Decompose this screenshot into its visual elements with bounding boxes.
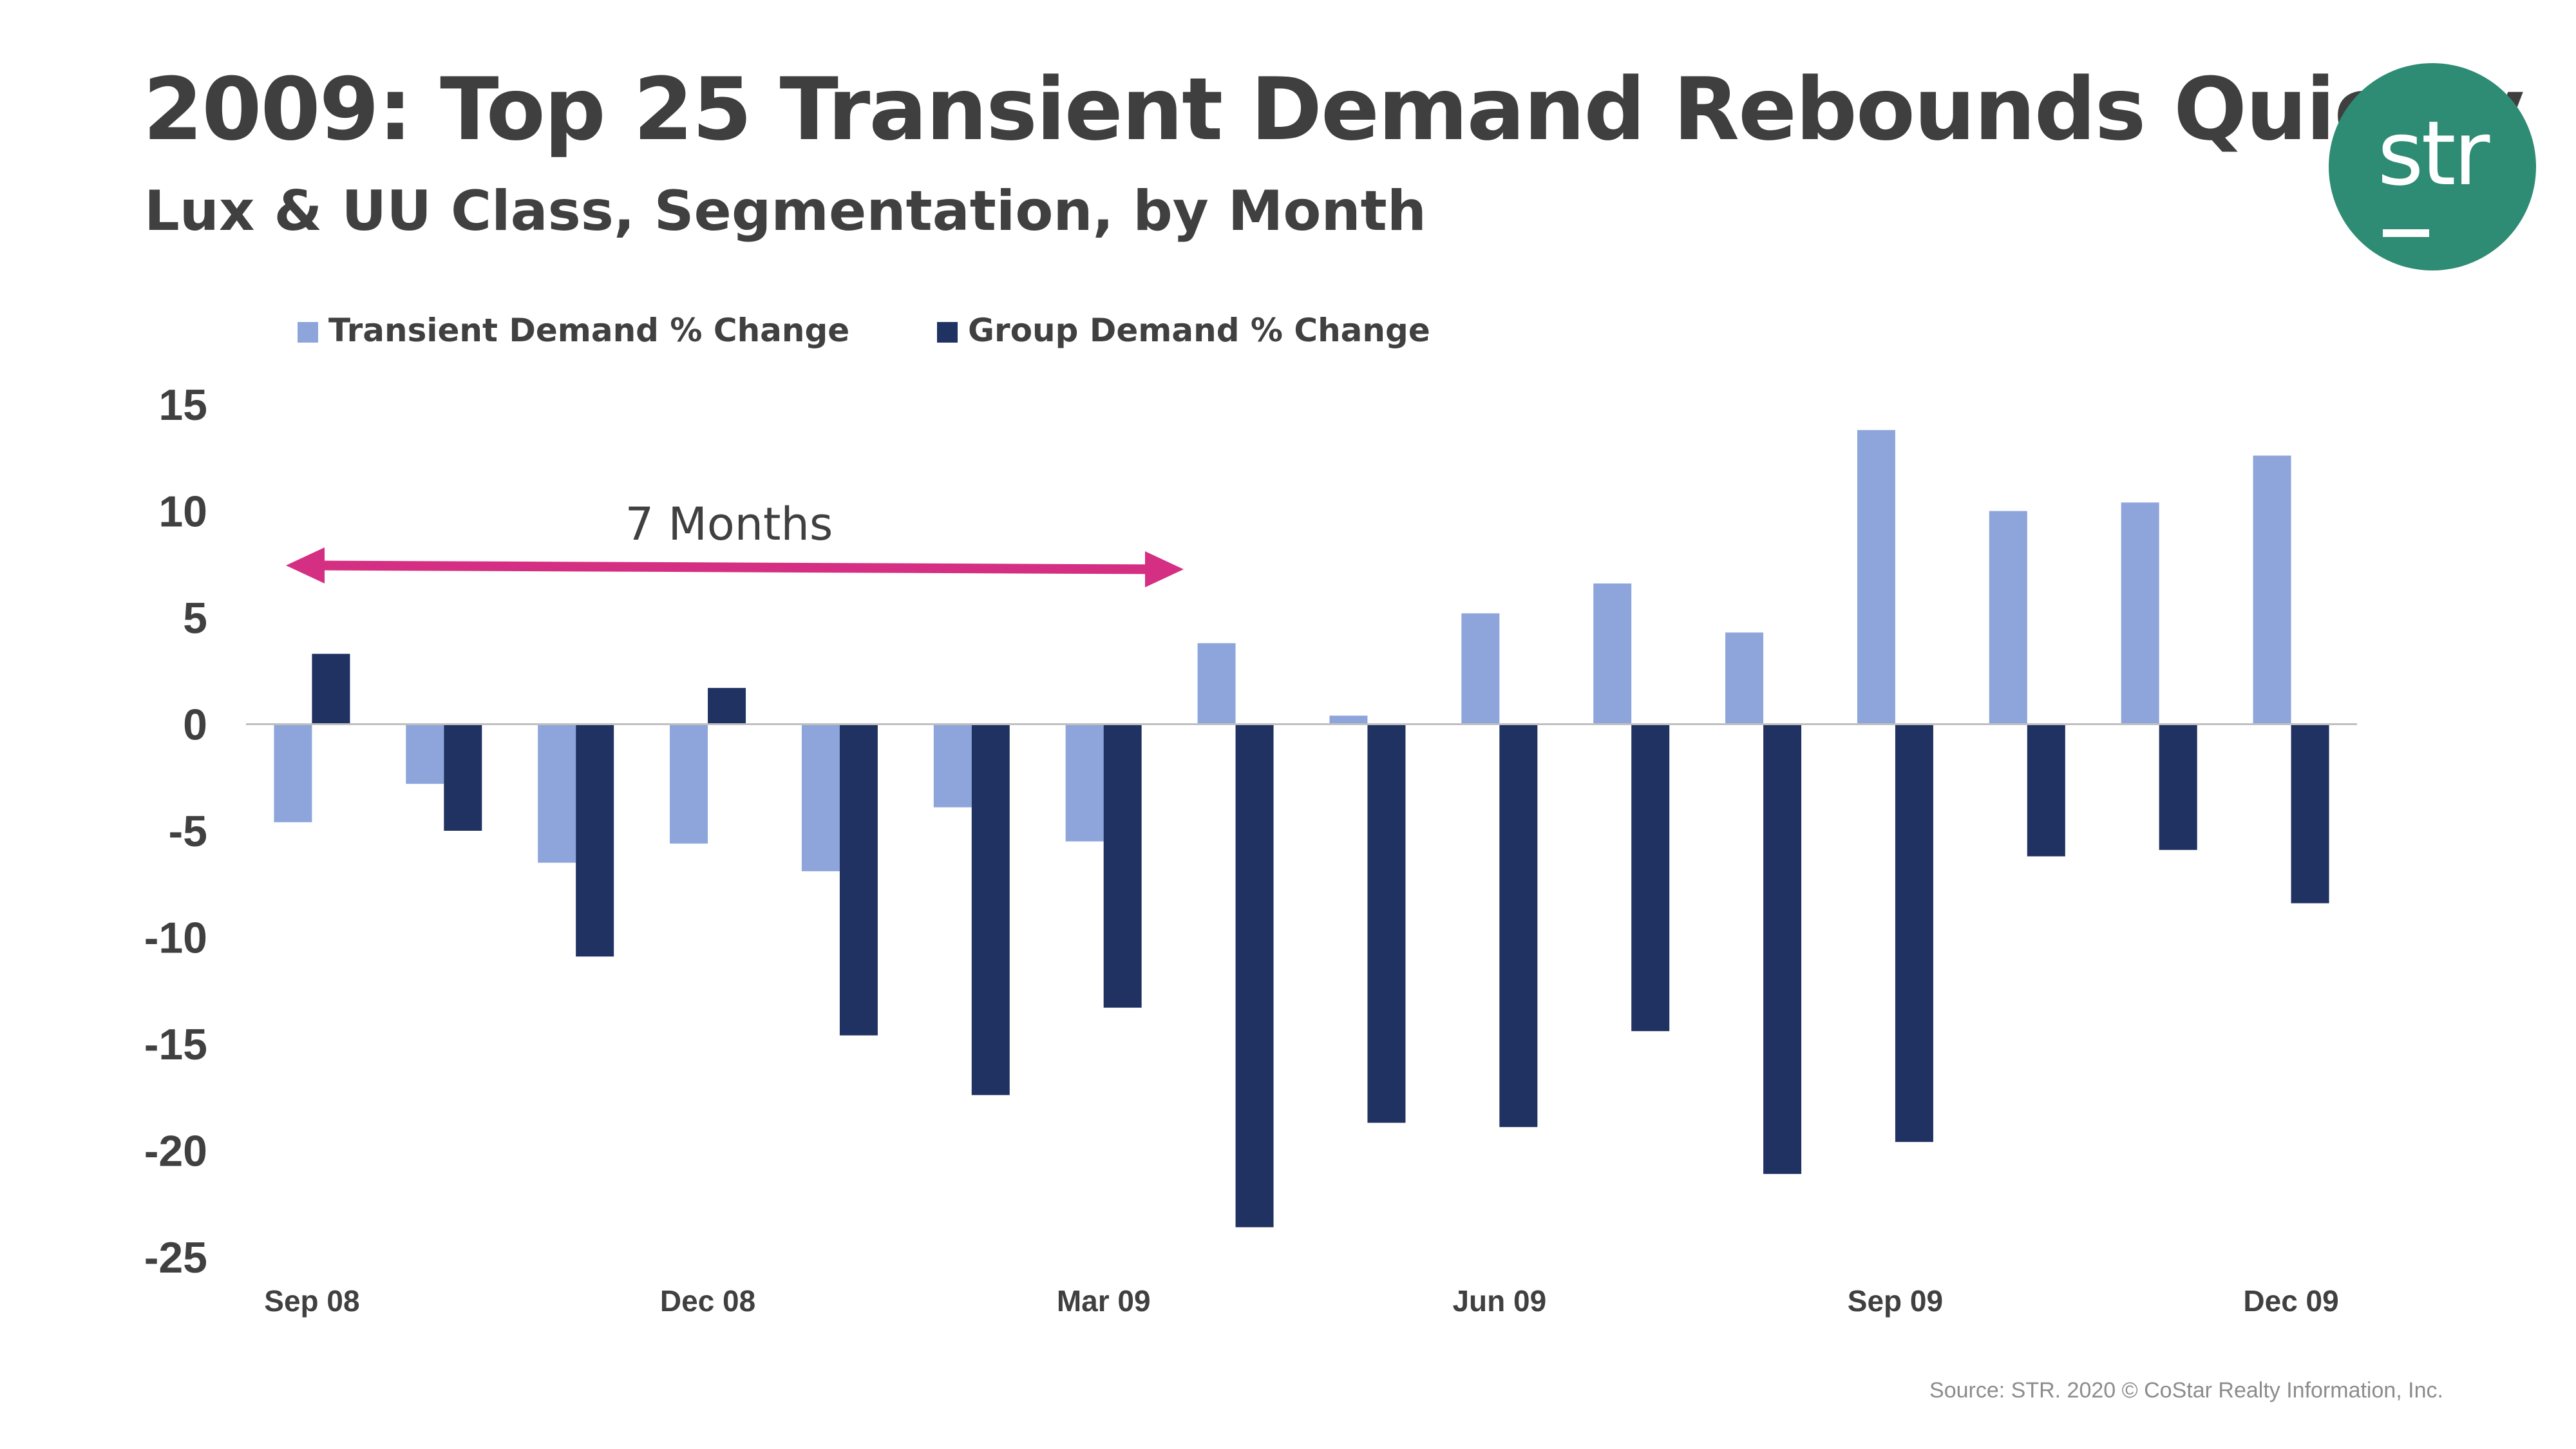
bar-transient-3 bbox=[670, 724, 708, 844]
bar-group-2 bbox=[576, 724, 614, 957]
str-logo: str bbox=[2329, 63, 2536, 270]
y-tick-label: -15 bbox=[144, 1020, 207, 1069]
annotation-arrowhead-right bbox=[1145, 551, 1184, 587]
bar-transient-11 bbox=[1725, 632, 1764, 724]
y-tick-label: -5 bbox=[169, 807, 207, 856]
bar-group-12 bbox=[1895, 724, 1933, 1142]
bar-group-11 bbox=[1763, 724, 1802, 1174]
y-tick-label: 15 bbox=[158, 381, 207, 430]
bar-transient-7 bbox=[1197, 643, 1236, 724]
annotation-arrow-line bbox=[311, 560, 1159, 574]
bar-group-14 bbox=[2159, 724, 2197, 850]
bar-group-3 bbox=[708, 688, 746, 724]
legend-label-1: Group Demand % Change bbox=[968, 312, 1430, 349]
bar-group-8 bbox=[1367, 724, 1406, 1123]
x-tick-label: Jun 09 bbox=[1452, 1284, 1546, 1318]
bar-transient-10 bbox=[1593, 583, 1632, 724]
chart-bars bbox=[274, 430, 2329, 1227]
bar-transient-1 bbox=[406, 724, 444, 784]
bar-transient-8 bbox=[1329, 715, 1368, 724]
logo-underline bbox=[2383, 229, 2429, 237]
bar-group-7 bbox=[1235, 724, 1274, 1227]
y-tick-label: 5 bbox=[183, 594, 207, 643]
legend-label-0: Transient Demand % Change bbox=[328, 312, 849, 349]
bar-transient-5 bbox=[933, 724, 972, 808]
chart-legend: Transient Demand % Change Group Demand % … bbox=[298, 312, 1430, 349]
y-tick-label: -25 bbox=[144, 1233, 207, 1282]
bar-transient-15 bbox=[2253, 455, 2291, 724]
bar-group-6 bbox=[1103, 724, 1142, 1008]
bar-group-0 bbox=[312, 654, 350, 724]
bar-group-10 bbox=[1631, 724, 1670, 1032]
x-tick-label: Mar 09 bbox=[1057, 1284, 1151, 1318]
bar-group-13 bbox=[2027, 724, 2065, 857]
annotation-label: 7 Months bbox=[625, 498, 833, 551]
legend-swatch-1 bbox=[937, 322, 958, 343]
bar-group-9 bbox=[1499, 724, 1538, 1128]
bar-group-4 bbox=[839, 724, 878, 1036]
x-tick-label: Dec 09 bbox=[2243, 1284, 2338, 1318]
x-tick-label: Sep 08 bbox=[264, 1284, 359, 1318]
x-tick-label: Dec 08 bbox=[660, 1284, 755, 1318]
bar-group-5 bbox=[971, 724, 1010, 1095]
source-note: Source: STR. 2020 © CoStar Realty Inform… bbox=[1929, 1378, 2443, 1403]
page-title: 2009: Top 25 Transient Demand Rebounds Q… bbox=[143, 59, 2524, 160]
logo-text: str bbox=[2377, 102, 2490, 205]
annotation-arrowhead-left bbox=[286, 547, 325, 583]
bar-transient-12 bbox=[1857, 430, 1895, 724]
y-tick-label: -10 bbox=[144, 914, 207, 963]
bar-group-1 bbox=[444, 724, 482, 831]
y-tick-label: 10 bbox=[158, 488, 207, 536]
bar-transient-4 bbox=[801, 724, 840, 871]
y-tick-label: 0 bbox=[183, 701, 207, 750]
bar-group-15 bbox=[2291, 724, 2329, 904]
page-subtitle: Lux & UU Class, Segmentation, by Month bbox=[144, 179, 1427, 243]
bar-chart: Transient Demand % Change Group Demand % … bbox=[144, 312, 2357, 1318]
y-tick-label: -20 bbox=[144, 1127, 207, 1176]
bar-transient-0 bbox=[274, 724, 312, 822]
bar-transient-2 bbox=[538, 724, 576, 863]
chart-annotation: 7 Months bbox=[286, 498, 1184, 587]
x-tick-label: Sep 09 bbox=[1848, 1284, 1943, 1318]
y-axis: 15 10 5 0 -5 -10 -15 -20 -25 bbox=[144, 381, 207, 1282]
bar-transient-14 bbox=[2121, 502, 2159, 724]
legend-swatch-0 bbox=[298, 322, 318, 343]
bar-transient-13 bbox=[1989, 511, 2027, 724]
x-axis: Sep 08 Dec 08 Mar 09 Jun 09 Sep 09 Dec 09 bbox=[246, 723, 2357, 1318]
bar-transient-6 bbox=[1065, 724, 1104, 842]
bar-transient-9 bbox=[1461, 613, 1500, 724]
